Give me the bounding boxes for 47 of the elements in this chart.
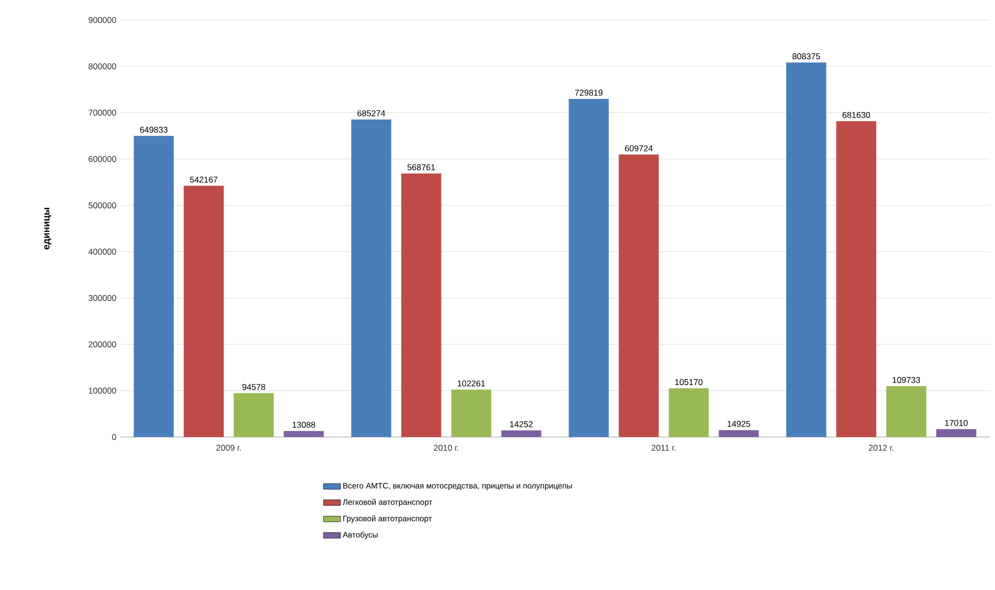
y-tick-label: 400000 [88, 248, 116, 255]
x-tick-label: 2012 г. [868, 444, 894, 451]
data-label: 14925 [728, 420, 750, 427]
bar [786, 62, 826, 437]
bar [836, 121, 876, 437]
y-tick-label: 700000 [88, 110, 116, 116]
y-tick-label: 600000 [88, 156, 116, 162]
data-label: 729819 [575, 90, 602, 96]
y-tick-label: 300000 [88, 295, 116, 301]
y-axis-title: единицы [44, 208, 52, 250]
data-label: 109733 [892, 376, 920, 383]
y-tick-label: 900000 [88, 17, 116, 23]
x-tick-label: 2010 г. [434, 444, 458, 451]
bar [401, 173, 442, 437]
data-label: 94578 [242, 384, 266, 390]
y-tick-label: 200000 [88, 341, 116, 348]
data-label: 102261 [458, 380, 485, 386]
data-label: 542167 [190, 176, 218, 183]
bar [568, 98, 609, 437]
bar [936, 429, 976, 437]
x-tick-label: 2011 г. [652, 444, 676, 451]
bar [134, 136, 174, 437]
bar [886, 386, 926, 437]
x-tick-label: 2009 г. [216, 444, 241, 451]
bar [284, 430, 324, 437]
bar [351, 119, 392, 437]
data-label: 105170 [675, 379, 703, 386]
bar [234, 393, 274, 437]
bar [618, 154, 659, 437]
data-label: 14252 [510, 421, 533, 428]
data-label: 609724 [625, 145, 653, 152]
data-label: 13088 [292, 422, 316, 428]
data-label: 685274 [358, 110, 386, 116]
bar [718, 430, 759, 437]
y-tick-label: 0 [112, 434, 116, 440]
data-label: 808375 [792, 53, 820, 60]
y-tick-label: 100000 [88, 388, 116, 394]
data-label: 568761 [407, 164, 435, 170]
y-tick-label: 500000 [88, 202, 116, 208]
y-tick-label: 800000 [88, 63, 116, 70]
data-label: 649833 [140, 126, 168, 133]
bar [501, 430, 542, 437]
data-label: 17010 [945, 420, 968, 426]
bar [451, 390, 492, 437]
bar [184, 186, 224, 437]
bar [668, 388, 709, 437]
data-label: 681630 [842, 112, 870, 118]
